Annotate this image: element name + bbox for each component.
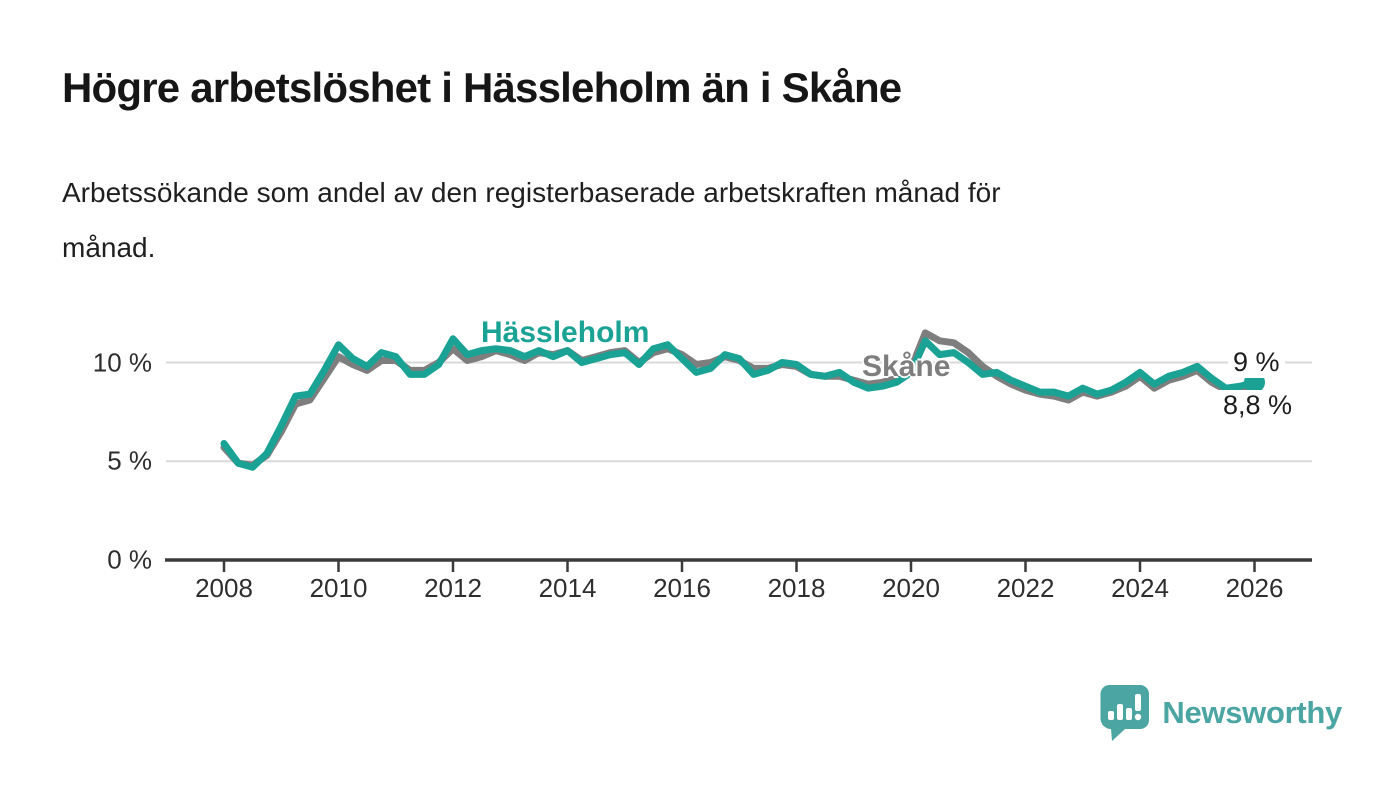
x-tick-label-2018: 2018 — [767, 573, 826, 603]
logo-bar-1 — [1108, 711, 1115, 720]
x-tick-label-2024: 2024 — [1111, 573, 1169, 603]
end-value-label-skane: 8,8 % — [1218, 390, 1298, 421]
logo-exclamation-dot — [1135, 713, 1142, 721]
x-tick-label-2016: 2016 — [653, 573, 711, 603]
logo-bar-3 — [1126, 708, 1133, 720]
series-label-hassleholm: Hässleholm — [481, 316, 650, 349]
x-tick-label-2008: 2008 — [195, 573, 253, 603]
x-tick-label-2020: 2020 — [882, 573, 940, 603]
page-title: Högre arbetslöshet i Hässleholm än i Skå… — [62, 64, 902, 111]
logo-exclamation-bar — [1135, 694, 1142, 711]
y-tick-label-10: 10 % — [92, 347, 152, 377]
x-tick-label-2022: 2022 — [996, 573, 1055, 603]
x-axis-ticks — [222, 560, 1256, 572]
x-tick-label-2026: 2026 — [1225, 573, 1284, 603]
speech-bubble-shape — [1100, 684, 1150, 741]
page-subtitle: Arbetssökande som andel av den registerb… — [62, 165, 1001, 275]
hassleholm-line — [220, 335, 1258, 471]
subtitle-line-2: månad. — [62, 232, 156, 263]
end-value-label-hassleholm: 9 % — [1228, 347, 1285, 378]
subtitle-line-1: Arbetssökande som andel av den registerb… — [62, 177, 1001, 208]
x-tick-label-2014: 2014 — [538, 573, 597, 603]
brand-name: Newsworthy — [1162, 695, 1342, 730]
y-tick-label-0: 0 % — [107, 544, 152, 575]
newsworthy-logo-icon — [1100, 684, 1150, 741]
x-tick-label-2010: 2010 — [309, 573, 368, 603]
newsworthy-logo: Newsworthy — [1098, 684, 1342, 742]
y-tick-label-5: 5 % — [107, 445, 152, 476]
series-group — [220, 329, 1265, 471]
series-label-skane: Skåne — [862, 350, 951, 383]
x-tick-label-2012: 2012 — [424, 573, 482, 603]
logo-bar-2 — [1117, 704, 1124, 720]
